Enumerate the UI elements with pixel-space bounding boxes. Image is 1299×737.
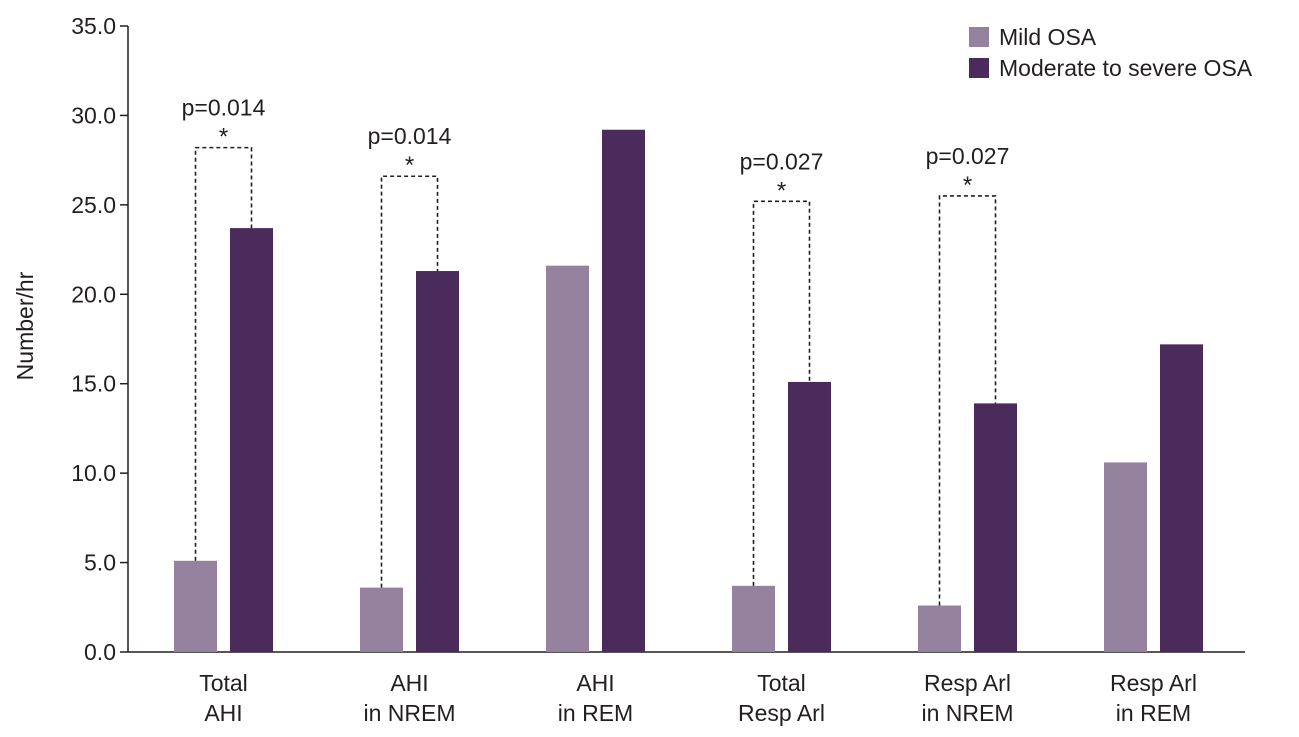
x-tick-label: Resp Arl in REM (1110, 670, 1197, 726)
significance-annotations: * p=0.014 * p=0.014 * p=0.027 * p=0.027 (182, 95, 1010, 606)
bars (174, 129, 1203, 653)
legend: Mild OSA Moderate to severe OSA (969, 24, 1253, 81)
y-tick-label: 35.0 (71, 13, 116, 39)
x-tick-label: AHI in REM (558, 670, 633, 726)
y-tick-label: 5.0 (84, 550, 116, 576)
legend-label: Moderate to severe OSA (999, 55, 1253, 81)
legend-swatch (969, 58, 989, 78)
bar-mild (732, 585, 775, 652)
x-tick-label: Resp Arl in NREM (921, 670, 1013, 726)
significance-star: * (777, 177, 786, 204)
bar-mild (918, 605, 961, 652)
significance-bracket (938, 195, 997, 606)
significance-bracket (380, 175, 439, 588)
bar-mild (1104, 462, 1147, 652)
y-axis-title: Number/hr (12, 271, 38, 380)
bar-moderate-severe (974, 403, 1017, 652)
y-tick-label: 25.0 (71, 192, 116, 218)
p-value-label: p=0.027 (740, 148, 824, 174)
y-tick-label: 20.0 (71, 281, 116, 307)
y-tick-label: 10.0 (71, 460, 116, 486)
bar-moderate-severe (230, 228, 273, 652)
y-axis: 0.0 5.0 10.0 15.0 20.0 25.0 30.0 35.0 (71, 13, 129, 665)
legend-swatch (969, 27, 989, 47)
bar-moderate-severe (416, 271, 459, 652)
significance-star: * (963, 172, 972, 199)
x-axis: Total AHI AHI in NREM AHI in REM Total Resp Arl… (128, 651, 1245, 726)
p-value-label: p=0.014 (368, 123, 452, 149)
bar-mild (174, 560, 217, 652)
significance-bracket (194, 146, 253, 561)
significance-star: * (219, 124, 228, 151)
x-tick-label: AHI in NREM (363, 670, 455, 726)
bar-moderate-severe (788, 381, 831, 652)
bar-moderate-severe (602, 129, 645, 653)
significance-bracket (752, 200, 811, 586)
bar-mild (360, 587, 403, 652)
y-tick-label: 0.0 (84, 639, 116, 665)
x-tick-label: Total Resp Arl (738, 670, 825, 726)
y-tick-label: 15.0 (71, 371, 116, 397)
x-tick-label: Total AHI (199, 670, 248, 726)
legend-label: Mild OSA (999, 24, 1097, 50)
p-value-label: p=0.014 (182, 95, 266, 121)
y-tick-label: 30.0 (71, 102, 116, 128)
bar-mild (546, 265, 589, 652)
p-value-label: p=0.027 (926, 143, 1010, 169)
bar-moderate-severe (1160, 344, 1203, 652)
significance-star: * (405, 152, 414, 179)
